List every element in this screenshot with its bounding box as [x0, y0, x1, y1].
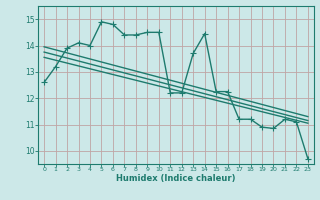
X-axis label: Humidex (Indice chaleur): Humidex (Indice chaleur)	[116, 174, 236, 183]
